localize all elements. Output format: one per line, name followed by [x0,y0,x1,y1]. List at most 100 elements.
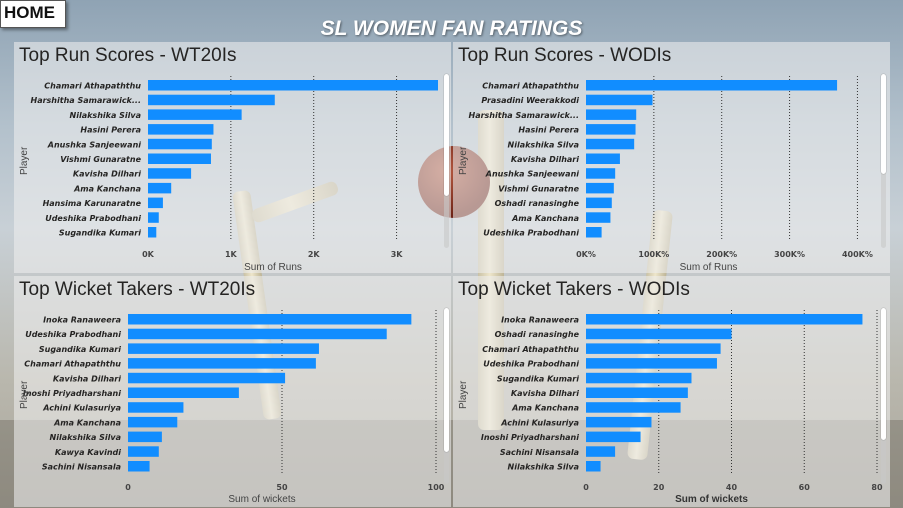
category-label: Inoka Ranaweera [43,316,121,325]
chart-bar[interactable] [586,80,838,91]
x-tick-label: 200K% [706,250,737,259]
category-label: Sugandika Kumari [497,374,579,383]
x-tick-label: 80 [871,483,883,492]
chart-bar[interactable] [148,80,438,91]
chart-bar[interactable] [128,343,319,354]
chart-bar[interactable] [128,416,178,428]
chart-bar[interactable] [128,328,387,340]
category-label: Chamari Athapaththu [44,82,141,91]
x-axis-title: Sum of Runs [680,262,738,273]
category-label: Nilakshika Silva [508,463,579,472]
chart-bar[interactable] [586,343,721,354]
chart-bar[interactable] [148,227,157,238]
chart-bar[interactable] [148,153,211,165]
x-tick-label: 20 [653,483,665,492]
category-label: Chamari Athapaththu [24,360,121,369]
category-label: Nilakshika Silva [50,433,121,442]
category-label: Oshadi ranasinghe [495,199,580,208]
x-tick-label: 0 [125,483,131,492]
chart-bar[interactable] [586,153,620,165]
category-label: Udeshika Prabodhani [483,360,579,369]
chart-bar[interactable] [586,212,611,223]
chart-bar[interactable] [586,227,602,238]
chart-panel-runs-wodi: Top Run Scores - WODIs Chamari Athapatht… [453,42,890,273]
x-tick-label: 100 [428,483,445,492]
chart-bar[interactable] [586,358,717,369]
scrollbar[interactable] [444,74,449,248]
chart-bar[interactable] [586,197,612,209]
category-label: Vishmi Gunaratne [498,184,579,193]
y-axis-title: Player [458,146,469,175]
chart-bar[interactable] [128,446,159,457]
chart-bar[interactable] [148,212,159,223]
chart-bar[interactable] [148,168,192,179]
home-button[interactable]: HOME [0,0,66,28]
chart-title: Top Wicket Takers - WODIs [458,279,690,300]
category-label: Udeshika Prabodhani [25,330,121,339]
chart-bar[interactable] [586,109,637,120]
category-label: Ama Kanchana [73,184,141,193]
chart-bar[interactable] [148,182,172,194]
chart-bar[interactable] [586,461,601,472]
chart-bar[interactable] [148,138,212,150]
category-label: Prasadini Weerakkodi [481,96,579,105]
scrollbar-thumb[interactable] [881,308,886,440]
chart-panel-wickets-wt20i: Top Wicket Takers - WT20Is Inoka Ranawee… [14,276,451,507]
chart-bar[interactable] [586,328,732,340]
category-label: Nilakshika Silva [70,111,141,120]
chart-bar[interactable] [148,197,163,209]
chart-title: Top Run Scores - WODIs [458,45,672,66]
chart-bar[interactable] [586,182,614,194]
chart-bar[interactable] [148,109,242,120]
x-tick-label: 0K% [576,250,596,259]
chart-bar[interactable] [586,402,681,413]
x-tick-label: 400K% [842,250,873,259]
scrollbar-thumb[interactable] [444,308,449,452]
x-tick-label: 50 [276,483,288,492]
chart-bar[interactable] [586,446,616,457]
chart-runs-wt20i: Chamari Athapaththu Harshitha Samarawick.… [19,76,438,273]
chart-runs-wodi: Chamari Athapaththu Prasadini Weerakkodi H… [458,76,873,273]
chart-bar[interactable] [586,168,616,179]
chart-bar[interactable] [586,124,636,135]
x-axis-title: Sum of Runs [244,262,302,273]
category-label: Kawya Kavindi [55,448,121,457]
chart-bar[interactable] [148,124,214,135]
chart-bar[interactable] [586,387,688,399]
chart-bar[interactable] [128,402,184,413]
chart-bar[interactable] [586,94,653,106]
chart-bar[interactable] [586,431,641,443]
chart-bar[interactable] [128,387,239,399]
chart-bar[interactable] [128,372,286,384]
x-axis-title: Sum of wickets [228,494,295,505]
chart-bar[interactable] [148,94,275,106]
category-label: Ama Kanchana [511,214,579,223]
chart-bar[interactable] [128,431,162,443]
chart-panel-runs-wt20i: Top Run Scores - WT20Is Chamari Athapath… [14,42,451,273]
scrollbar-thumb[interactable] [444,74,449,196]
category-label: Inoshi Priyadharshani [23,389,121,398]
x-tick-label: 3K [391,250,404,259]
category-label: Kavisha Dilhari [53,374,121,383]
scrollbar[interactable] [881,308,886,484]
category-label: Chamari Athapaththu [482,82,579,91]
chart-bar[interactable] [586,138,635,150]
chart-title: Top Run Scores - WT20Is [19,45,237,66]
scrollbar[interactable] [444,308,449,484]
category-label: Achini Kulasuriya [42,404,121,413]
category-label: Udeshika Prabodhani [483,229,579,238]
x-axis-title: Sum of wickets [675,494,748,505]
chart-wickets-wodi: Inoka Ranaweera Oshadi ranasinghe Chamari … [458,310,883,505]
chart-bar[interactable] [586,372,692,384]
chart-bar[interactable] [128,358,316,369]
chart-bar[interactable] [586,416,652,428]
scrollbar-thumb[interactable] [881,74,886,174]
chart-bar[interactable] [128,314,412,325]
category-label: Harshitha Samarawick... [31,96,142,105]
chart-bar[interactable] [128,461,150,472]
category-label: Hansima Karunaratne [43,199,142,208]
y-axis-title: Player [458,380,469,409]
scrollbar[interactable] [881,74,886,248]
category-label: Inoshi Priyadharshani [481,433,579,442]
chart-bar[interactable] [586,314,863,325]
